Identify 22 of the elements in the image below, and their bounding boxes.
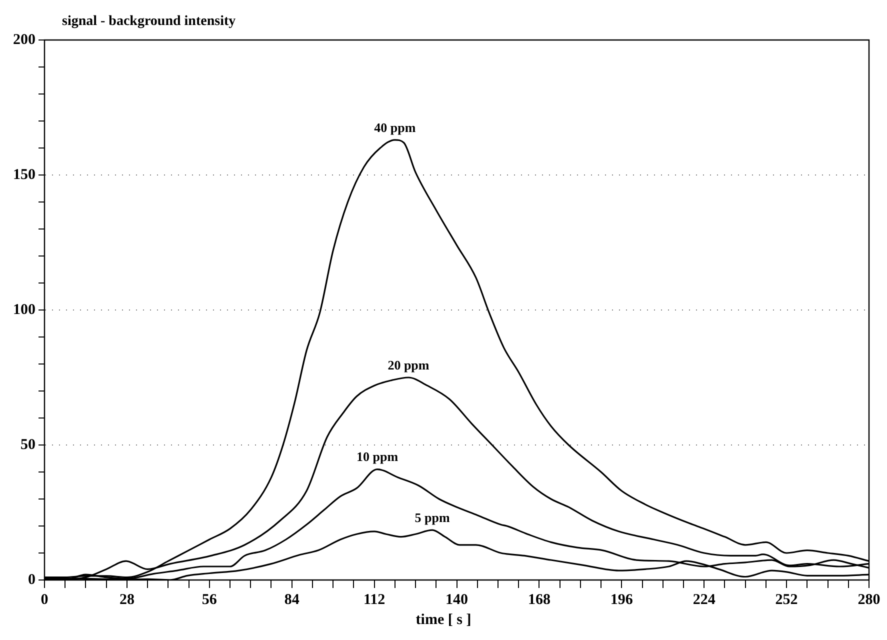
y-axis-title: signal - background intensity [62, 14, 236, 30]
x-tick-label: 280 [858, 592, 880, 608]
x-tick-label: 140 [446, 592, 468, 608]
y-tick-label: 50 [20, 436, 36, 453]
series-label: 5 ppm [414, 510, 450, 525]
x-tick-label: 0 [40, 592, 48, 608]
x-tick-label: 252 [775, 592, 798, 608]
x-tick-label: 28 [119, 592, 134, 608]
series-label: 20 ppm [388, 357, 430, 372]
y-tick-label: 100 [13, 302, 36, 318]
x-tick-label: 56 [202, 592, 218, 608]
series-label: 10 ppm [356, 449, 398, 464]
x-axis-title: time [ s ] [414, 612, 472, 629]
x-tick-label: 168 [528, 592, 550, 608]
y-tick-label: 200 [13, 32, 36, 48]
y-tick-label: 150 [13, 166, 36, 183]
y-tick-label: 0 [28, 572, 36, 588]
x-tick-label: 112 [363, 592, 386, 608]
x-tick-label: 224 [692, 592, 716, 608]
x-tick-label: 84 [284, 592, 300, 608]
x-tick-label: 196 [610, 592, 634, 608]
series-label: 40 ppm [374, 120, 416, 135]
